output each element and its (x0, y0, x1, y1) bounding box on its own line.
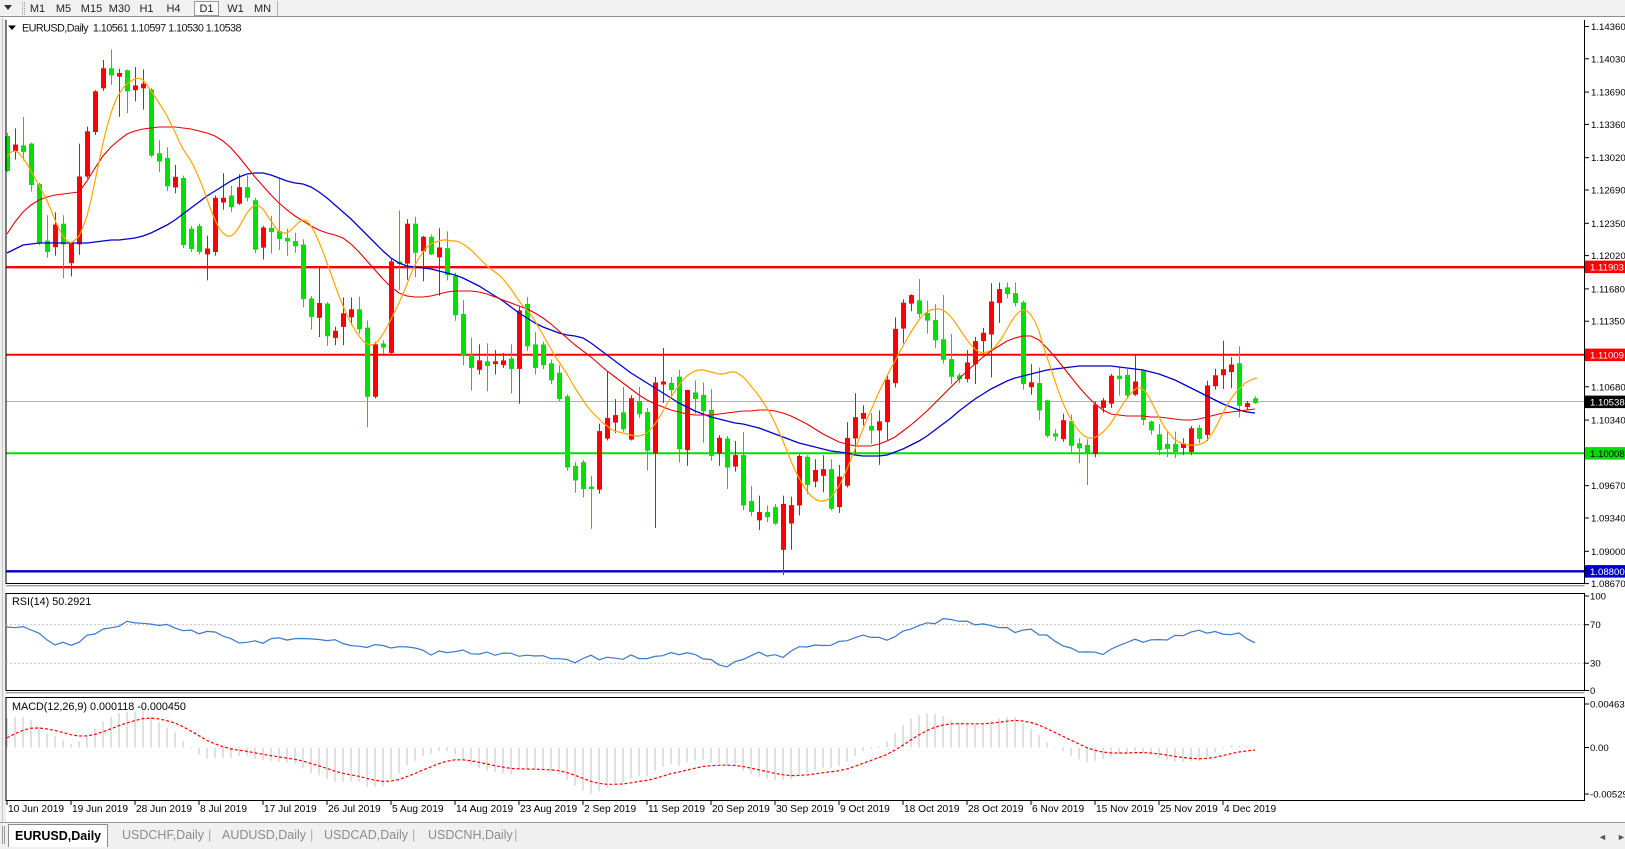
svg-text:11 Sep 2019: 11 Sep 2019 (648, 804, 705, 815)
svg-text:10 Jun 2019: 10 Jun 2019 (8, 804, 64, 815)
svg-text:1.09000: 1.09000 (1591, 547, 1625, 558)
svg-text:6 Nov 2019: 6 Nov 2019 (1032, 804, 1084, 815)
svg-text:MACD(12,26,9) 0.000118 -0.0004: MACD(12,26,9) 0.000118 -0.000450 (12, 701, 186, 713)
svg-text:1.09670: 1.09670 (1591, 481, 1625, 492)
svg-text:1.10680: 1.10680 (1591, 382, 1625, 393)
svg-text:1.10008: 1.10008 (1590, 449, 1625, 460)
svg-text:1.13360: 1.13360 (1591, 120, 1625, 131)
svg-text:5 Aug 2019: 5 Aug 2019 (392, 804, 444, 815)
svg-text:1.10538: 1.10538 (1590, 397, 1625, 408)
svg-text:1.11009: 1.11009 (1590, 350, 1624, 361)
svg-text:23 Aug 2019: 23 Aug 2019 (520, 804, 578, 815)
svg-text:1.09340: 1.09340 (1591, 514, 1625, 525)
svg-text:26 Jul 2019: 26 Jul 2019 (328, 804, 381, 815)
svg-text:1.11903: 1.11903 (1590, 262, 1624, 273)
svg-text:4 Dec 2019: 4 Dec 2019 (1224, 804, 1276, 815)
svg-text:0.00: 0.00 (1590, 743, 1609, 754)
svg-text:70: 70 (1590, 620, 1601, 631)
svg-text:15 Nov 2019: 15 Nov 2019 (1096, 804, 1154, 815)
svg-text:0.00463: 0.00463 (1590, 700, 1625, 711)
svg-text:14 Aug 2019: 14 Aug 2019 (456, 804, 514, 815)
svg-text:1.12690: 1.12690 (1591, 186, 1625, 197)
svg-text:1.12350: 1.12350 (1591, 219, 1625, 230)
svg-text:19 Jun 2019: 19 Jun 2019 (72, 804, 128, 815)
svg-text:RSI(14) 50.2921: RSI(14) 50.2921 (12, 596, 91, 608)
svg-text:17 Jul 2019: 17 Jul 2019 (264, 804, 317, 815)
svg-text:1.11680: 1.11680 (1591, 284, 1625, 295)
svg-text:1.13020: 1.13020 (1591, 153, 1625, 164)
svg-text:0: 0 (1590, 686, 1595, 697)
svg-text:EURUSD,Daily 1.10561 1.10597: EURUSD,Daily 1.10561 1.10597 1.10530 1.1… (22, 23, 241, 35)
svg-text:9 Oct 2019: 9 Oct 2019 (840, 804, 890, 815)
svg-text:1.14030: 1.14030 (1591, 54, 1625, 65)
svg-text:25 Nov 2019: 25 Nov 2019 (1160, 804, 1218, 815)
svg-text:20 Sep 2019: 20 Sep 2019 (712, 804, 770, 815)
svg-text:1.08670: 1.08670 (1591, 579, 1625, 590)
svg-text:30 Sep 2019: 30 Sep 2019 (776, 804, 834, 815)
svg-text:-0.00529: -0.00529 (1590, 790, 1625, 801)
svg-text:1.10340: 1.10340 (1591, 416, 1625, 427)
svg-text:1.12020: 1.12020 (1591, 251, 1625, 262)
svg-text:30: 30 (1590, 659, 1601, 670)
svg-text:2 Sep 2019: 2 Sep 2019 (584, 804, 636, 815)
svg-text:28 Jun 2019: 28 Jun 2019 (136, 804, 192, 815)
svg-text:8 Jul 2019: 8 Jul 2019 (200, 804, 247, 815)
svg-text:1.11350: 1.11350 (1591, 317, 1625, 328)
svg-text:18 Oct 2019: 18 Oct 2019 (904, 804, 960, 815)
svg-text:100: 100 (1590, 592, 1606, 603)
svg-text:1.14360: 1.14360 (1591, 22, 1625, 33)
svg-text:1.13690: 1.13690 (1591, 88, 1625, 99)
svg-text:1.08800: 1.08800 (1590, 567, 1625, 578)
svg-text:28 Oct 2019: 28 Oct 2019 (968, 804, 1024, 815)
